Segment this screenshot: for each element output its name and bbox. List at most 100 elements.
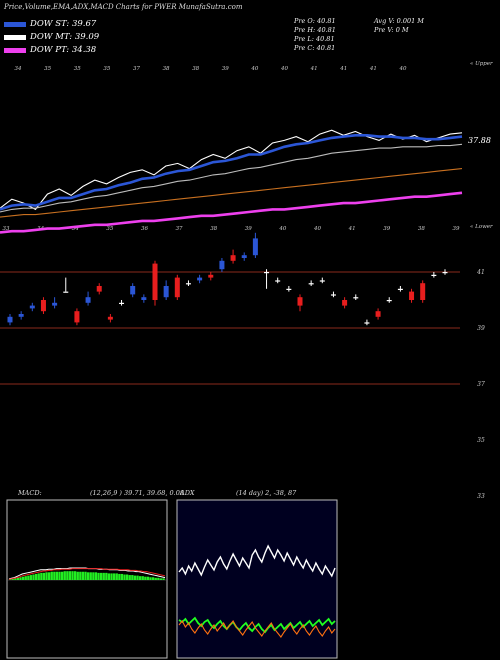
macd-histogram-bar: [84, 571, 87, 580]
price-ytick: 33: [477, 493, 485, 500]
macd-histogram-bar: [136, 575, 139, 580]
macd-histogram-bar: [146, 576, 150, 580]
macd-histogram-bar: [118, 573, 121, 580]
macd-histogram-bar: [81, 571, 85, 580]
macd-histogram-bar: [9, 579, 12, 580]
macd-histogram-bar: [115, 573, 118, 580]
candle-body: [286, 288, 292, 290]
candle-body: [431, 274, 437, 276]
ema-bottom-tick: 37: [176, 226, 183, 232]
ema-top-tick: 40: [250, 66, 258, 72]
macd-title: MACD:: [18, 489, 42, 497]
macd-histogram-bar: [159, 578, 163, 580]
legend-st: DOW ST: 39.67: [4, 19, 96, 29]
candle-body: [141, 297, 147, 300]
macd-histogram-bar: [162, 578, 165, 580]
candle-body: [208, 274, 214, 278]
ema-top-tick: 35: [74, 66, 81, 72]
adx-minus-di-line: [178, 620, 336, 638]
macd-histogram-bar: [89, 572, 92, 580]
macd-histogram-bar: [154, 577, 157, 580]
ema-top-tick: 41: [339, 66, 347, 72]
macd-histogram-bar: [32, 574, 35, 580]
ema-bottom-tick: 34: [72, 226, 79, 232]
candle-body: [308, 283, 314, 285]
candle-body: [297, 297, 303, 306]
candle-body: [96, 286, 102, 292]
adx-title: ADX: [180, 489, 195, 497]
ema-series-line: [0, 143, 463, 213]
adx-plus-di-line: [178, 616, 336, 634]
ema-bottom-tick: 39: [383, 226, 390, 232]
ema-top-tick: 39: [222, 66, 229, 72]
macd-histogram-bar: [24, 576, 27, 580]
adx-values: (14 day) 2, -38, 87: [236, 489, 297, 497]
legend-st-label: DOW ST: 39.67: [30, 19, 97, 29]
macd-histogram-bar: [37, 573, 40, 580]
macd-histogram-bar: [58, 571, 61, 580]
macd-histogram-bar: [63, 571, 66, 580]
info-close: Pre C: 40.81: [294, 44, 336, 52]
candle-body: [29, 305, 35, 309]
candle-body: [241, 255, 247, 258]
ema-bottom-tick: 36: [141, 226, 148, 232]
last-price-label: 37.88: [468, 136, 491, 145]
candle-body: [74, 311, 80, 323]
macd-histogram-bar: [61, 571, 64, 580]
ema-bottom-tick: 39: [453, 226, 460, 232]
ema-bottom-tick: 39: [245, 226, 252, 232]
ema-top-tick: 38: [163, 66, 170, 72]
macd-histogram-bar: [48, 572, 51, 580]
macd-histogram-bar: [66, 571, 69, 580]
macd-histogram-bar: [29, 575, 33, 580]
macd-histogram-bar: [97, 572, 100, 580]
price-ytick: 35: [477, 437, 485, 444]
adx-line: [178, 544, 336, 578]
price-ytick: 39: [477, 325, 485, 332]
chart-title: Price,Volume,EMA,ADX,MACD Charts for PWE…: [4, 3, 243, 11]
macd-histogram-bar: [27, 575, 30, 580]
macd-histogram-bar: [131, 575, 134, 580]
macd-histogram-bar: [94, 572, 98, 580]
ema-top-tick: 40: [399, 66, 407, 72]
legend-mt-label: DOW MT: 39.09: [30, 32, 100, 42]
macd-histogram-bar: [45, 572, 48, 580]
macd-histogram-bar: [144, 576, 147, 580]
candle-body: [264, 272, 270, 274]
candle-body: [52, 302, 58, 306]
candle-body: [152, 263, 158, 300]
candle-body: [375, 311, 381, 317]
macd-histogram-bar: [141, 576, 144, 580]
macd-histogram-bar: [123, 574, 126, 580]
ema-bottom-tick: 38: [210, 226, 217, 232]
macd-histogram-bar: [79, 571, 82, 580]
ema-top-tick: 38: [192, 66, 199, 72]
macd-histogram-bar: [42, 572, 46, 580]
candle-body: [230, 255, 236, 261]
macd-histogram-bar: [87, 572, 90, 580]
candle-body: [397, 288, 403, 290]
candle-body: [174, 277, 180, 298]
candle-body: [7, 316, 13, 323]
candle-body: [197, 277, 203, 281]
lower-label: « Lower: [470, 224, 493, 230]
macd-histogram-bar: [128, 575, 131, 580]
adx-panel-frame: [176, 499, 338, 659]
legend-mt-swatch: [4, 34, 26, 40]
macd-signal-line: [8, 568, 166, 580]
upper-label: « Upper: [470, 61, 493, 67]
info-open: Pre O: 40.81: [294, 17, 336, 25]
candle-body: [319, 280, 325, 282]
macd-histogram-bar: [35, 573, 38, 580]
ema-series-line: [0, 168, 463, 218]
price-ytick: 37: [477, 381, 485, 388]
macd-histogram-bar: [92, 572, 95, 580]
macd-histogram-bar: [100, 572, 103, 580]
ema-bottom-tick: 40: [278, 226, 286, 232]
candle-body: [85, 297, 91, 303]
candle-body: [107, 316, 113, 320]
candle-body: [63, 291, 69, 293]
macd-histogram-bar: [126, 574, 129, 580]
price-ytick: 41: [476, 269, 485, 276]
